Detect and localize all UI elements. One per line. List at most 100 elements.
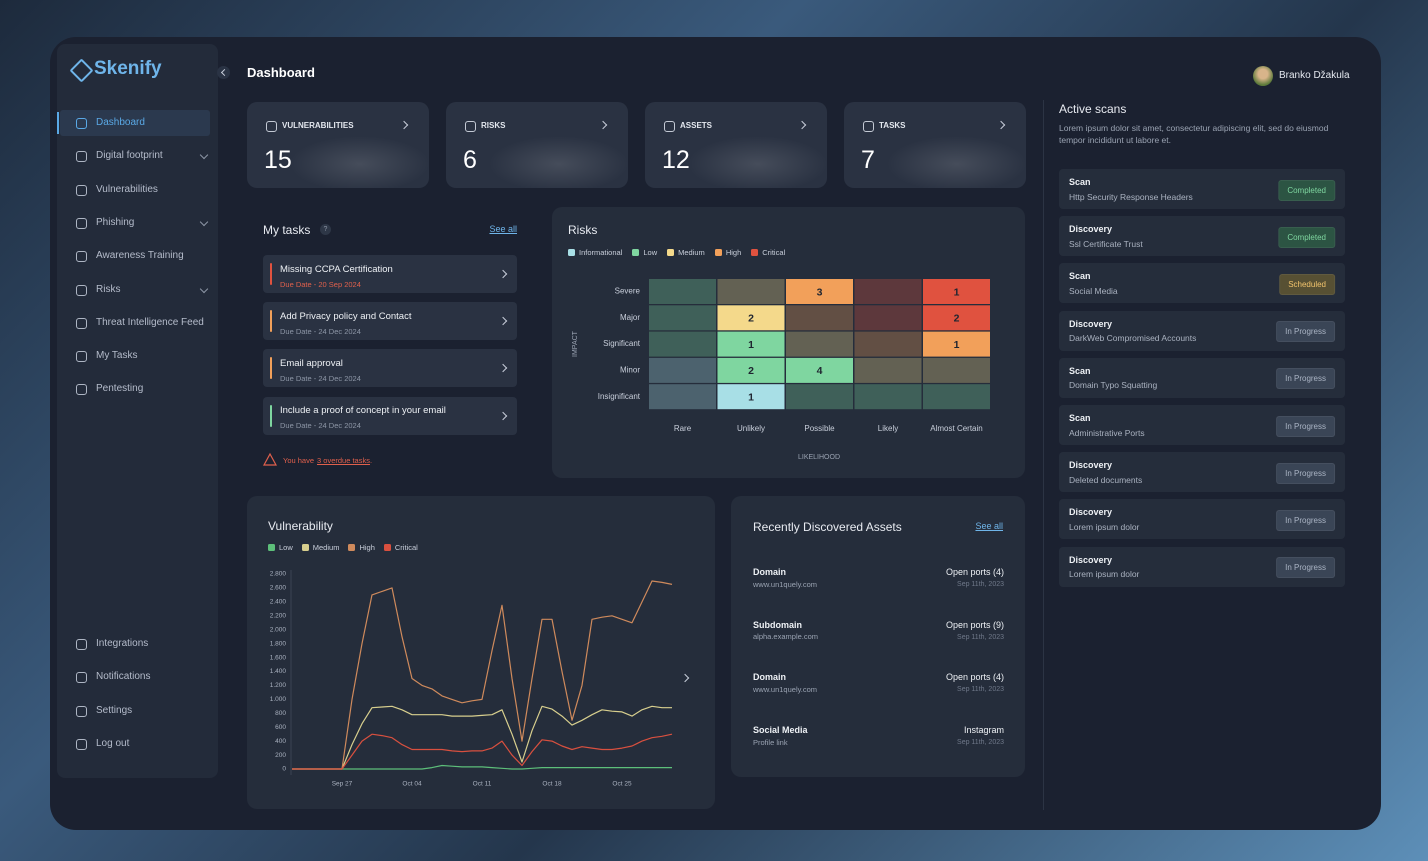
- legend-item: Critical: [751, 248, 785, 257]
- legend-swatch: [301, 543, 309, 551]
- nav-item[interactable]: Digital footprint: [96, 150, 163, 162]
- task-due: Due Date - 20 Sep 2024: [280, 279, 361, 289]
- status-badge: In Progress: [1276, 557, 1335, 579]
- chart-legend: Low Medium High Critical: [268, 541, 418, 553]
- see-all-link[interactable]: See all: [489, 224, 517, 234]
- icon: [76, 184, 87, 196]
- task-title: Email approval: [280, 357, 343, 369]
- assets-card: [731, 496, 1025, 777]
- task-item[interactable]: [263, 255, 517, 293]
- legend-item: Critical: [383, 542, 418, 552]
- asset-name: Profile link: [753, 737, 788, 747]
- nav-active-bg[interactable]: [60, 110, 210, 136]
- task-item[interactable]: [263, 302, 517, 341]
- legend-label: Low: [643, 247, 658, 257]
- scans-description: Lorem ipsum dolor sit amet, consectetur …: [1059, 123, 1329, 145]
- stat-value: 6: [463, 146, 477, 174]
- stat-value: 7: [861, 146, 875, 174]
- nav-item[interactable]: Notifications: [96, 671, 151, 683]
- asset-type: Subdomain: [753, 619, 802, 630]
- stat-card[interactable]: [247, 102, 429, 188]
- scan-name: Administrative Ports: [1069, 427, 1145, 438]
- nav-active-bar: [57, 112, 59, 134]
- legend-swatch: [751, 248, 759, 256]
- scan-name: Social Media: [1069, 285, 1118, 296]
- scan-type: Discovery: [1069, 318, 1113, 329]
- scan-type: Scan: [1069, 177, 1091, 187]
- nav-item[interactable]: Risks: [96, 283, 121, 295]
- sidebar: [57, 44, 218, 778]
- collapse-button[interactable]: [217, 66, 230, 79]
- legend-swatch: [632, 248, 640, 256]
- asset-name: www.un1quely.com: [753, 684, 818, 694]
- nav-item[interactable]: Integrations: [96, 638, 149, 649]
- task-item[interactable]: [263, 396, 517, 435]
- asset-date: Sep 11th, 2023: [957, 581, 1004, 588]
- asset-name: alpha.example.com: [753, 632, 819, 642]
- legend-label: Low: [279, 542, 293, 552]
- stat-card[interactable]: [844, 102, 1026, 188]
- icon: [76, 672, 87, 684]
- legend-swatch: [568, 248, 575, 256]
- asset-date: Sep 11th, 2023: [957, 739, 1004, 747]
- section-title: Active scans: [1059, 102, 1127, 116]
- task-due: Due Date - 24 Dec 2024: [280, 421, 361, 431]
- status-badge: Scheduled: [1279, 273, 1335, 295]
- task-priority-bar: [270, 404, 272, 427]
- legend-label: High: [725, 247, 742, 257]
- section-title: Recently Discovered Assets: [753, 520, 902, 534]
- nav-item[interactable]: Vulnerabilities: [96, 183, 158, 195]
- nav-item[interactable]: Settings: [96, 704, 133, 716]
- task-priority-bar: [270, 310, 272, 333]
- stat-card[interactable]: [446, 102, 628, 188]
- legend-label: Critical: [394, 542, 418, 552]
- legend-swatch: [714, 248, 722, 256]
- nav-item[interactable]: Awareness Training: [96, 250, 184, 262]
- legend-label: Informational: [579, 247, 623, 257]
- scan-name: Ssl Certificate Trust: [1069, 238, 1143, 249]
- overdue-link[interactable]: 3 overdue tasks: [317, 456, 370, 465]
- nav-item[interactable]: Threat Intelligence Feed: [96, 316, 204, 328]
- stat-label: ASSETS: [680, 121, 713, 130]
- legend-swatch: [383, 543, 391, 551]
- help-icon: ?: [323, 226, 328, 233]
- icon: [76, 639, 87, 650]
- see-all-link[interactable]: See all: [975, 521, 1003, 531]
- legend-label: High: [359, 542, 375, 552]
- stat-value: 12: [662, 146, 690, 174]
- icon: [664, 121, 675, 132]
- task-item[interactable]: [263, 349, 517, 388]
- icon: [76, 317, 87, 329]
- scan-type: Scan: [1069, 413, 1091, 423]
- nav-item[interactable]: Pentesting: [96, 383, 144, 395]
- task-due: Due Date - 24 Dec 2024: [280, 326, 361, 336]
- task-title: Missing CCPA Certification: [280, 263, 393, 275]
- nav-item[interactable]: My Tasks: [96, 350, 138, 362]
- section-title: My tasks: [263, 223, 311, 237]
- scan-type: Discovery: [1069, 224, 1113, 235]
- scan-name: DarkWeb Compromised Accounts: [1069, 333, 1197, 344]
- icon: [76, 384, 87, 396]
- page-title: Dashboard: [247, 65, 315, 80]
- icon: [465, 121, 476, 132]
- logo: Skenify: [94, 58, 162, 79]
- icon: [76, 118, 87, 129]
- nav-item[interactable]: Phishing: [96, 216, 135, 228]
- status-badge: In Progress: [1276, 415, 1335, 437]
- scan-name: Lorem ipsum dolor: [1069, 521, 1140, 532]
- task-priority-bar: [270, 263, 272, 285]
- overdue-text: You have: [283, 456, 315, 465]
- scan-type: Discovery: [1069, 507, 1113, 518]
- asset-detail: Open ports (9): [945, 619, 1004, 630]
- chart-title: Vulnerability: [268, 519, 333, 533]
- asset-detail: Open ports (4): [945, 567, 1004, 577]
- legend-item: Low: [268, 543, 293, 552]
- stat-card[interactable]: [645, 102, 827, 188]
- nav-item[interactable]: Dashboard: [96, 117, 145, 128]
- legend-label: Medium: [312, 542, 340, 552]
- asset-detail: Open ports (4): [945, 672, 1004, 683]
- nav-item[interactable]: Log out: [96, 737, 130, 749]
- icon: [76, 351, 87, 363]
